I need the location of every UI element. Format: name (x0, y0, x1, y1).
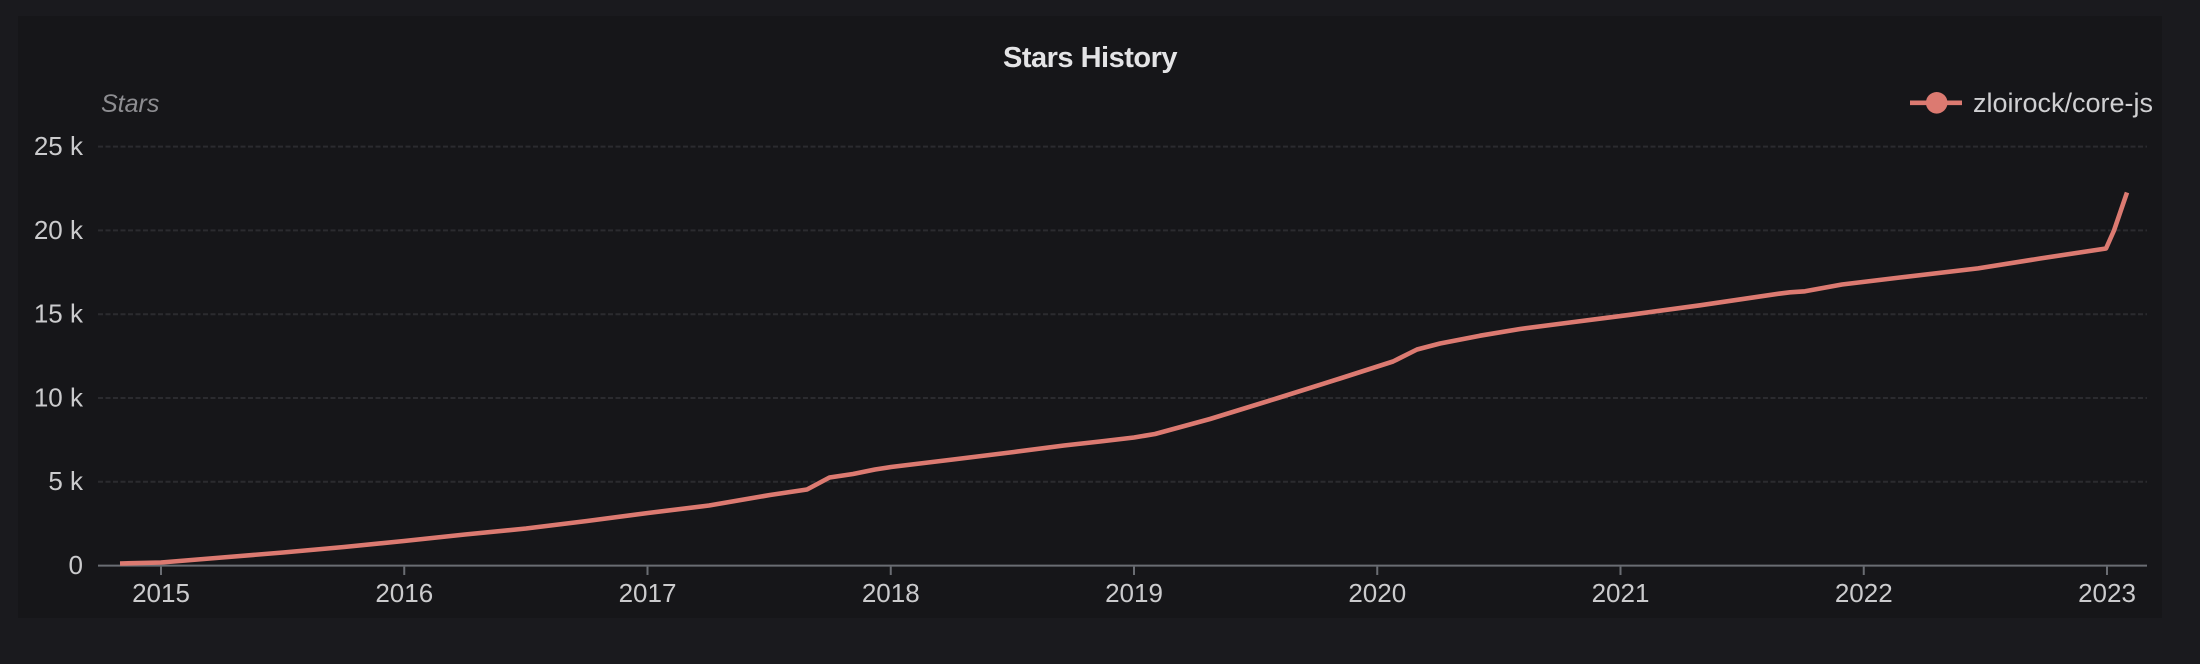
svg-text:2023: 2023 (2078, 578, 2136, 608)
svg-text:2016: 2016 (375, 578, 433, 608)
svg-text:2019: 2019 (1105, 578, 1163, 608)
svg-text:2020: 2020 (1348, 578, 1406, 608)
svg-text:20 k: 20 k (34, 215, 84, 245)
svg-text:2017: 2017 (619, 578, 677, 608)
svg-text:2021: 2021 (1592, 578, 1650, 608)
svg-text:10 k: 10 k (34, 382, 84, 412)
svg-text:2022: 2022 (1835, 578, 1893, 608)
svg-text:0: 0 (69, 550, 83, 580)
svg-text:2015: 2015 (132, 578, 190, 608)
svg-text:15 k: 15 k (34, 299, 84, 329)
svg-text:5 k: 5 k (48, 466, 84, 496)
svg-text:2018: 2018 (862, 578, 920, 608)
svg-text:Stars History: Stars History (1003, 42, 1177, 74)
svg-text:Stars: Stars (101, 90, 159, 118)
svg-text:25 k: 25 k (34, 131, 84, 161)
svg-text:zloirock/core-js: zloirock/core-js (1973, 88, 2153, 118)
